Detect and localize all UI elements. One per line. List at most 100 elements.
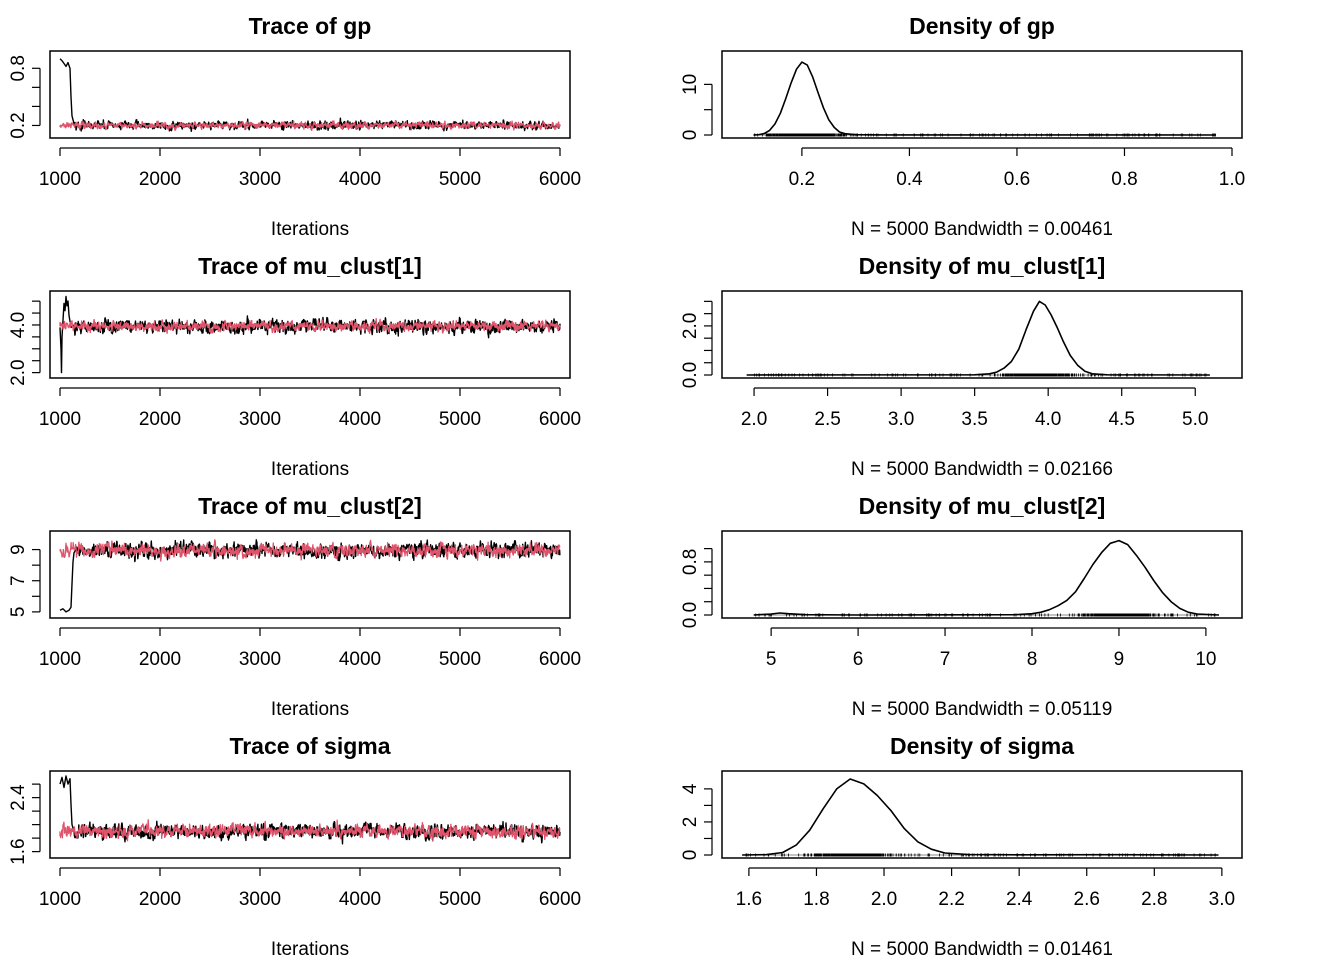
x-tick-label: 1000 xyxy=(39,889,81,910)
x-tick-label: 2.5 xyxy=(814,409,840,430)
y-tick-label: 9 xyxy=(8,544,29,555)
x-tick-label: 1.8 xyxy=(803,889,829,910)
x-tick-label: 10 xyxy=(1195,649,1216,670)
y-tick-label: 0 xyxy=(680,850,701,861)
y-tick-label: 0.8 xyxy=(8,55,29,81)
plot-frame xyxy=(721,290,1243,379)
x-tick-label: 6000 xyxy=(539,889,581,910)
plot-frame xyxy=(49,50,571,139)
x-tick-label: 0.4 xyxy=(896,169,923,190)
y-tick-label: 2 xyxy=(680,817,701,828)
plot-frame xyxy=(49,770,571,859)
x-tick-label: 2.0 xyxy=(871,889,897,910)
x-tick-label: 7 xyxy=(940,649,951,670)
x-tick-label: 6000 xyxy=(539,169,581,190)
trace-series-line xyxy=(59,58,561,132)
x-tick-label: 5.0 xyxy=(1182,409,1208,430)
x-tick-label: 2000 xyxy=(139,889,181,910)
y-tick-label: 0.0 xyxy=(680,362,701,388)
y-tick-label: 0.2 xyxy=(8,112,29,138)
bandwidth-note: N = 5000 Bandwidth = 0.02166 xyxy=(851,459,1113,480)
density-curve xyxy=(742,778,1219,856)
x-tick-label: 3000 xyxy=(239,409,281,430)
x-tick-label: 3000 xyxy=(239,649,281,670)
x-tick-label: 4000 xyxy=(339,169,381,190)
y-tick-label: 2.0 xyxy=(8,359,29,385)
plot-frame xyxy=(721,770,1243,859)
density-curve xyxy=(753,539,1220,616)
panel-title: Density of sigma xyxy=(890,733,1074,759)
x-tick-label: 1.6 xyxy=(736,889,762,910)
density-of-mu-clust-2-panel: Density of mu_clust[2] 5 6 7 8 9 10 0.0 0.8 N = 5… xyxy=(680,493,1243,720)
x-axis-label: Iterations xyxy=(271,459,349,480)
panel-title: Trace of gp xyxy=(249,13,372,39)
y-tick-label: 0.8 xyxy=(680,549,701,575)
x-tick-label: 2.2 xyxy=(938,889,964,910)
x-tick-label: 3.0 xyxy=(1209,889,1235,910)
y-tick-label: 1.6 xyxy=(8,838,29,864)
x-tick-label: 5000 xyxy=(439,409,481,430)
x-tick-label: 9 xyxy=(1114,649,1125,670)
density-of-gp-panel: Density of gp 0.2 0.4 0.6 0.8 1.0 0 10 N = 5000 … xyxy=(680,13,1245,240)
x-tick-label: 4000 xyxy=(339,889,381,910)
x-tick-label: 1.0 xyxy=(1219,169,1245,190)
trace-series-line xyxy=(59,295,561,374)
x-tick-label: 4000 xyxy=(339,649,381,670)
x-tick-label: 2.0 xyxy=(741,409,767,430)
x-tick-label: 3.0 xyxy=(888,409,914,430)
y-tick-label: 4 xyxy=(680,783,701,794)
y-tick-label: 7 xyxy=(8,575,29,586)
x-tick-label: 5000 xyxy=(439,889,481,910)
x-tick-label: 4000 xyxy=(339,409,381,430)
trace-of-mu-clust-1-panel: Trace of mu_clust[1] 1000 2000 3000 4000 5000… xyxy=(8,253,581,480)
x-tick-label: 2.6 xyxy=(1074,889,1100,910)
y-tick-label: 2.4 xyxy=(8,784,29,811)
density-of-mu-clust-1-panel: Density of mu_clust[1] 2.0 2.5 3.0 3.5 4.0 4.5… xyxy=(680,253,1243,480)
density-of-sigma-panel: Density of sigma 1.6 1.8 2.0 2.2 2.4 2.6 2.8 3.0… xyxy=(680,733,1243,960)
x-tick-label: 2000 xyxy=(139,409,181,430)
y-tick-label: 10 xyxy=(680,74,701,95)
x-tick-label: 6000 xyxy=(539,649,581,670)
x-tick-label: 0.8 xyxy=(1111,169,1137,190)
x-tick-label: 0.2 xyxy=(789,169,815,190)
plot-frame xyxy=(49,530,571,619)
y-tick-label: 5 xyxy=(8,607,29,618)
x-tick-label: 5000 xyxy=(439,169,481,190)
panel-title: Trace of mu_clust[1] xyxy=(198,253,422,279)
trace-of-mu-clust-2-panel: Trace of mu_clust[2] 1000 2000 3000 4000 5000… xyxy=(8,493,581,720)
x-tick-label: 6 xyxy=(853,649,864,670)
panel-title: Trace of mu_clust[2] xyxy=(198,493,422,519)
plot-frame xyxy=(721,50,1243,139)
x-tick-label: 3.5 xyxy=(961,409,987,430)
x-tick-label: 2.8 xyxy=(1141,889,1167,910)
x-tick-label: 1000 xyxy=(39,649,81,670)
x-tick-label: 2.4 xyxy=(1006,889,1033,910)
x-tick-label: 4.5 xyxy=(1108,409,1134,430)
x-tick-label: 6000 xyxy=(539,409,581,430)
bandwidth-note: N = 5000 Bandwidth = 0.05119 xyxy=(852,699,1113,720)
density-curve xyxy=(753,61,1216,136)
panel-title: Density of mu_clust[1] xyxy=(859,253,1106,279)
plot-frame xyxy=(49,290,571,379)
trace-series-line xyxy=(59,318,561,334)
bandwidth-note: N = 5000 Bandwidth = 0.00461 xyxy=(851,219,1113,240)
y-tick-label: 2.0 xyxy=(680,313,701,339)
panel-title: Density of mu_clust[2] xyxy=(859,493,1106,519)
panel-title: Trace of sigma xyxy=(229,733,390,759)
x-tick-label: 8 xyxy=(1027,649,1038,670)
plot-frame xyxy=(721,530,1243,619)
x-tick-label: 3000 xyxy=(239,169,281,190)
density-curve xyxy=(746,300,1210,376)
trace-series-line xyxy=(59,819,561,842)
y-tick-label: 0.0 xyxy=(680,602,701,628)
trace-of-gp-panel: Trace of gp 1000 2000 3000 4000 5000 6000 0.2 0.… xyxy=(8,13,581,240)
x-tick-label: 0.6 xyxy=(1004,169,1030,190)
x-tick-label: 4.0 xyxy=(1035,409,1061,430)
x-axis-label: Iterations xyxy=(271,939,349,960)
x-tick-label: 5 xyxy=(766,649,777,670)
x-axis-label: Iterations xyxy=(271,699,349,720)
panel-title: Density of gp xyxy=(909,13,1055,39)
bandwidth-note: N = 5000 Bandwidth = 0.01461 xyxy=(851,939,1113,960)
x-tick-label: 2000 xyxy=(139,169,181,190)
